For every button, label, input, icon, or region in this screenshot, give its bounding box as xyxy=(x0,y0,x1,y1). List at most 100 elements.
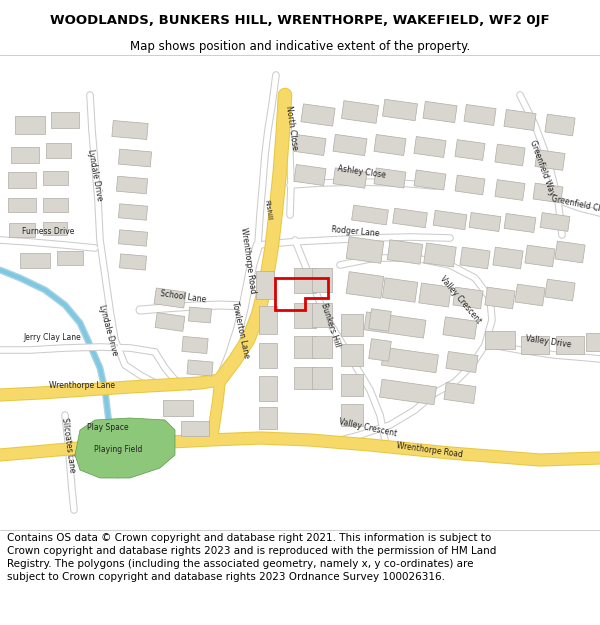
Polygon shape xyxy=(382,348,439,372)
Polygon shape xyxy=(8,198,36,212)
Text: Towlerton Lane: Towlerton Lane xyxy=(230,301,250,359)
Polygon shape xyxy=(443,317,477,339)
Text: Play Space: Play Space xyxy=(87,422,129,431)
Polygon shape xyxy=(154,288,186,308)
Text: School Lane: School Lane xyxy=(160,289,206,304)
Polygon shape xyxy=(46,142,71,158)
Polygon shape xyxy=(369,339,391,361)
Polygon shape xyxy=(341,344,363,366)
Polygon shape xyxy=(294,164,326,186)
Polygon shape xyxy=(259,407,277,429)
Polygon shape xyxy=(556,336,584,354)
Text: Silcoates Lane: Silcoates Lane xyxy=(59,417,76,473)
Polygon shape xyxy=(364,312,426,338)
Polygon shape xyxy=(540,213,570,231)
Polygon shape xyxy=(294,268,316,292)
Polygon shape xyxy=(545,114,575,136)
Polygon shape xyxy=(387,240,423,264)
Text: Wrenthorpe Road: Wrenthorpe Road xyxy=(397,441,464,459)
Polygon shape xyxy=(187,360,213,376)
Polygon shape xyxy=(485,287,515,309)
Polygon shape xyxy=(525,245,555,267)
Text: Greenfield Close: Greenfield Close xyxy=(550,194,600,216)
Polygon shape xyxy=(444,382,476,404)
Text: Contains OS data © Crown copyright and database right 2021. This information is : Contains OS data © Crown copyright and d… xyxy=(7,533,497,582)
Text: Valley Crescent: Valley Crescent xyxy=(437,274,482,326)
Polygon shape xyxy=(294,336,316,358)
Polygon shape xyxy=(545,279,575,301)
Polygon shape xyxy=(464,104,496,126)
Polygon shape xyxy=(374,168,406,188)
Polygon shape xyxy=(333,168,367,188)
Text: Jerry Clay Lane: Jerry Clay Lane xyxy=(23,332,81,341)
Polygon shape xyxy=(341,374,363,396)
Text: Map shows position and indicative extent of the property.: Map shows position and indicative extent… xyxy=(130,39,470,52)
Polygon shape xyxy=(493,247,523,269)
Polygon shape xyxy=(20,253,50,268)
Polygon shape xyxy=(333,134,367,156)
Text: Furness Drive: Furness Drive xyxy=(22,228,74,236)
Polygon shape xyxy=(555,241,585,263)
Polygon shape xyxy=(9,223,35,237)
Polygon shape xyxy=(535,149,565,171)
Polygon shape xyxy=(312,268,332,292)
Polygon shape xyxy=(352,205,388,225)
Polygon shape xyxy=(294,134,326,156)
Text: Greenfield Way: Greenfield Way xyxy=(528,139,556,197)
Polygon shape xyxy=(469,213,501,231)
Polygon shape xyxy=(455,139,485,161)
Polygon shape xyxy=(312,336,332,358)
Text: Bunkers Hill: Bunkers Hill xyxy=(319,302,341,348)
Polygon shape xyxy=(495,144,525,166)
Polygon shape xyxy=(374,134,406,156)
Text: Lyndale Drive: Lyndale Drive xyxy=(86,149,104,201)
Polygon shape xyxy=(369,309,391,331)
Polygon shape xyxy=(51,112,79,128)
Text: Playing Field: Playing Field xyxy=(94,446,142,454)
Polygon shape xyxy=(312,367,332,389)
Polygon shape xyxy=(181,421,209,436)
Polygon shape xyxy=(112,121,148,139)
Text: Wrenthorpe Road: Wrenthorpe Road xyxy=(239,226,257,294)
Polygon shape xyxy=(341,404,363,426)
Polygon shape xyxy=(453,287,483,309)
Polygon shape xyxy=(155,312,185,331)
Polygon shape xyxy=(414,136,446,158)
Polygon shape xyxy=(163,400,193,416)
Polygon shape xyxy=(521,336,549,354)
Polygon shape xyxy=(515,284,545,306)
Polygon shape xyxy=(346,272,384,298)
Polygon shape xyxy=(455,175,485,195)
Text: Rodger Lane: Rodger Lane xyxy=(331,226,379,239)
Polygon shape xyxy=(382,278,418,302)
Text: Rishill: Rishill xyxy=(263,199,272,221)
Polygon shape xyxy=(8,172,36,188)
Polygon shape xyxy=(392,208,427,227)
Polygon shape xyxy=(301,104,335,126)
Polygon shape xyxy=(118,230,148,246)
Polygon shape xyxy=(259,306,277,334)
Text: Ashley Close: Ashley Close xyxy=(337,164,387,180)
Polygon shape xyxy=(346,237,384,263)
Polygon shape xyxy=(182,336,208,354)
Polygon shape xyxy=(57,251,83,265)
Polygon shape xyxy=(188,307,212,323)
Polygon shape xyxy=(446,351,478,372)
Polygon shape xyxy=(116,176,148,194)
Polygon shape xyxy=(118,204,148,220)
Polygon shape xyxy=(495,179,525,201)
Polygon shape xyxy=(433,211,467,229)
Polygon shape xyxy=(504,214,536,232)
Polygon shape xyxy=(424,243,456,267)
Polygon shape xyxy=(419,283,451,307)
Polygon shape xyxy=(460,247,490,269)
Text: Lyndale Drive: Lyndale Drive xyxy=(97,304,119,356)
Polygon shape xyxy=(504,109,536,131)
Polygon shape xyxy=(43,171,67,185)
Polygon shape xyxy=(11,147,39,163)
Polygon shape xyxy=(118,149,152,167)
Polygon shape xyxy=(119,254,146,270)
Polygon shape xyxy=(259,342,277,367)
Text: Valley Drive: Valley Drive xyxy=(524,334,571,349)
Polygon shape xyxy=(485,331,515,349)
